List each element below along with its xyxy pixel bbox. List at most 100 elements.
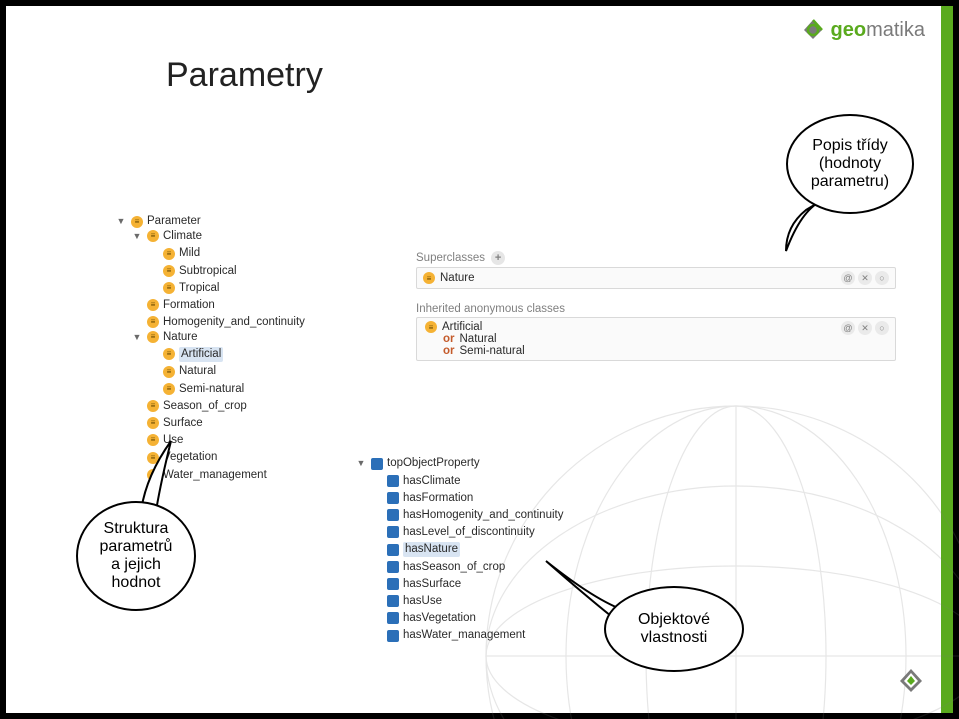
tree-item-artificial[interactable]: ≡ Artificial: [148, 347, 223, 361]
tree-item-haswater_management[interactable]: hasWater_management: [372, 628, 525, 642]
inherited-anonymous-classes: @ ✕ ○ ≡ Artificial or Natural or Semi-na…: [416, 317, 896, 361]
accent-bar-right: [941, 6, 953, 713]
toggle-placeholder: [148, 266, 158, 276]
tree-label: hasUse: [403, 594, 442, 608]
tree-item-hassurface[interactable]: hasSurface: [372, 577, 461, 591]
tree-item-hasuse[interactable]: hasUse: [372, 594, 442, 608]
toggle-icon[interactable]: [132, 332, 142, 342]
toggle-icon[interactable]: [356, 459, 366, 469]
tree-label: hasSeason_of_crop: [403, 560, 505, 574]
annotate-icon[interactable]: @: [841, 321, 855, 335]
tree-item-haslevel_of_discontinuity[interactable]: hasLevel_of_discontinuity: [372, 525, 535, 539]
delete-icon[interactable]: ✕: [858, 271, 872, 285]
tree-item-hasseason_of_crop[interactable]: hasSeason_of_crop: [372, 560, 505, 574]
callout-text: Objektovévlastnosti: [638, 611, 710, 647]
toggle-placeholder: [372, 596, 382, 606]
property-badge-icon: [371, 458, 383, 470]
tree-item-hasclimate[interactable]: hasClimate: [372, 474, 461, 488]
corner-logo-icon: [897, 667, 925, 695]
delete-icon[interactable]: ✕: [858, 321, 872, 335]
tree-label: hasVegetation: [403, 611, 476, 625]
class-badge-icon: ≡: [423, 272, 435, 284]
tree-label: Season_of_crop: [163, 399, 247, 413]
class-badge-icon: ≡: [163, 348, 175, 360]
add-superclass-icon[interactable]: +: [491, 251, 505, 265]
tree-item-semi-natural[interactable]: ≡Semi-natural: [148, 382, 244, 396]
tree-item-climate[interactable]: ≡Climate: [132, 229, 202, 243]
toggle-placeholder: [372, 562, 382, 572]
tree-label: Nature: [163, 330, 198, 344]
tree-label: Homogenity_and_continuity: [163, 315, 305, 329]
tree-item-mild[interactable]: ≡ Mild: [148, 246, 200, 260]
tree-item-subtropical[interactable]: ≡Subtropical: [148, 264, 237, 278]
page-frame: geomatika Parametry ≡Parameter≡Climate≡M…: [0, 0, 959, 719]
property-badge-icon: [387, 612, 399, 624]
info-icon[interactable]: ○: [875, 321, 889, 335]
object-property-tree[interactable]: topObjectProperty hasClimate hasFormation h…: [356, 456, 563, 643]
toggle-placeholder: [372, 613, 382, 623]
tree-label: hasClimate: [403, 474, 461, 488]
tree-label: Tropical: [179, 281, 219, 295]
tree-item-hashomogenity_and_continuity[interactable]: hasHomogenity_and_continuity: [372, 508, 563, 522]
toggle-placeholder: [372, 631, 382, 641]
inherited-line: or Semi-natural: [423, 345, 889, 357]
tree-item-topobjectproperty[interactable]: topObjectProperty: [356, 456, 480, 470]
annotate-icon[interactable]: @: [841, 271, 855, 285]
tree-label: hasSurface: [403, 577, 461, 591]
tree-item-parameter[interactable]: ≡Parameter: [116, 214, 201, 228]
tree-label: hasFormation: [403, 491, 473, 505]
tree-item-hasformation[interactable]: hasFormation: [372, 491, 473, 505]
toggle-placeholder: [132, 300, 142, 310]
inherited-line: ≡ Artificial: [423, 321, 889, 333]
callout-text: Popis třídy(hodnotyparametru): [811, 137, 889, 191]
property-badge-icon: [387, 595, 399, 607]
tree-label: Artificial: [179, 347, 223, 361]
class-badge-icon: ≡: [425, 321, 437, 333]
class-badge-icon: ≡: [163, 366, 175, 378]
or-keyword: or: [443, 333, 455, 345]
tree-label: hasHomogenity_and_continuity: [403, 508, 563, 522]
tree-item-nature[interactable]: ≡Nature: [132, 330, 198, 344]
tree-label: Semi-natural: [179, 382, 244, 396]
property-badge-icon: [387, 561, 399, 573]
toggle-placeholder: [148, 367, 158, 377]
tree-item-hasnature[interactable]: hasNature: [372, 542, 460, 556]
tree-label: Formation: [163, 298, 215, 312]
tree-item-natural[interactable]: ≡ Natural: [148, 364, 216, 378]
tree-item-tropical[interactable]: ≡ Tropical: [148, 281, 219, 295]
tree-item-season_of_crop[interactable]: ≡ Season_of_crop: [132, 399, 247, 413]
page-title: Parametry: [166, 56, 323, 95]
tree-item-homogenity_and_continuity[interactable]: ≡Homogenity_and_continuity: [132, 315, 305, 329]
toggle-icon[interactable]: [116, 217, 126, 227]
tree-item-formation[interactable]: ≡ Formation: [132, 298, 215, 312]
toggle-placeholder: [372, 579, 382, 589]
tree-label: Natural: [179, 364, 216, 378]
property-badge-icon: [387, 526, 399, 538]
toggle-icon[interactable]: [132, 231, 142, 241]
brand-logo-text: geomatika: [831, 19, 925, 42]
tree-item-hasvegetation[interactable]: hasVegetation: [372, 611, 476, 625]
brand-logo: geomatika: [801, 18, 925, 42]
toggle-placeholder: [132, 317, 142, 327]
toggle-placeholder: [372, 510, 382, 520]
toggle-placeholder: [372, 476, 382, 486]
class-badge-icon: ≡: [163, 248, 175, 260]
class-badge-icon: ≡: [147, 299, 159, 311]
class-badge-icon: ≡: [163, 282, 175, 294]
toggle-placeholder: [132, 418, 142, 428]
toggle-placeholder: [372, 527, 382, 537]
class-badge-icon: ≡: [147, 400, 159, 412]
tree-label: hasWater_management: [403, 628, 525, 642]
toggle-placeholder: [148, 249, 158, 259]
property-badge-icon: [387, 578, 399, 590]
property-badge-icon: [387, 544, 399, 556]
tree-label: topObjectProperty: [387, 456, 480, 470]
class-badge-icon: ≡: [147, 230, 159, 242]
tree-label: Mild: [179, 246, 200, 260]
property-badge-icon: [387, 630, 399, 642]
tree-item-surface[interactable]: ≡Surface: [132, 416, 203, 430]
class-badge-icon: ≡: [163, 265, 175, 277]
toggle-placeholder: [148, 283, 158, 293]
info-icon[interactable]: ○: [875, 271, 889, 285]
callout-parameter-structure: Strukturaparametrůa jejichhodnot: [76, 501, 196, 611]
